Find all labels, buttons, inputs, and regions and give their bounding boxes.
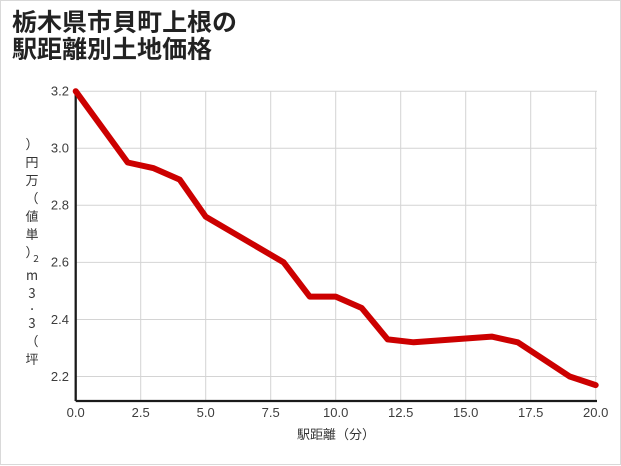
svg-text:3: 3 — [28, 313, 35, 332]
svg-text:.: . — [30, 295, 34, 314]
svg-text:0.0: 0.0 — [67, 405, 85, 420]
svg-text:（: （ — [25, 188, 38, 207]
svg-text:3.2: 3.2 — [51, 84, 69, 99]
svg-text:（: （ — [25, 331, 38, 350]
svg-text:坪: 坪 — [25, 349, 38, 368]
svg-text:万: 万 — [25, 170, 38, 189]
svg-text:単: 単 — [25, 224, 38, 243]
svg-text:値: 値 — [25, 206, 38, 225]
svg-text:17.5: 17.5 — [518, 405, 543, 420]
svg-text:2: 2 — [33, 250, 39, 265]
svg-text:）: ） — [25, 134, 38, 153]
svg-text:2.2: 2.2 — [51, 369, 69, 384]
svg-text:20.0: 20.0 — [583, 405, 608, 420]
svg-text:2.8: 2.8 — [51, 198, 69, 213]
svg-text:m: m — [26, 265, 38, 284]
svg-text:15.0: 15.0 — [453, 405, 478, 420]
svg-text:7.5: 7.5 — [262, 405, 280, 420]
svg-text:12.5: 12.5 — [388, 405, 413, 420]
svg-text:5.0: 5.0 — [197, 405, 215, 420]
svg-text:2.4: 2.4 — [51, 312, 69, 327]
svg-text:10.0: 10.0 — [323, 405, 348, 420]
svg-text:円: 円 — [25, 152, 38, 171]
svg-text:駅距離（分）: 駅距離（分） — [297, 424, 375, 443]
svg-text:2.6: 2.6 — [51, 255, 69, 270]
svg-text:2.5: 2.5 — [132, 405, 150, 420]
svg-text:3.0: 3.0 — [51, 141, 69, 156]
